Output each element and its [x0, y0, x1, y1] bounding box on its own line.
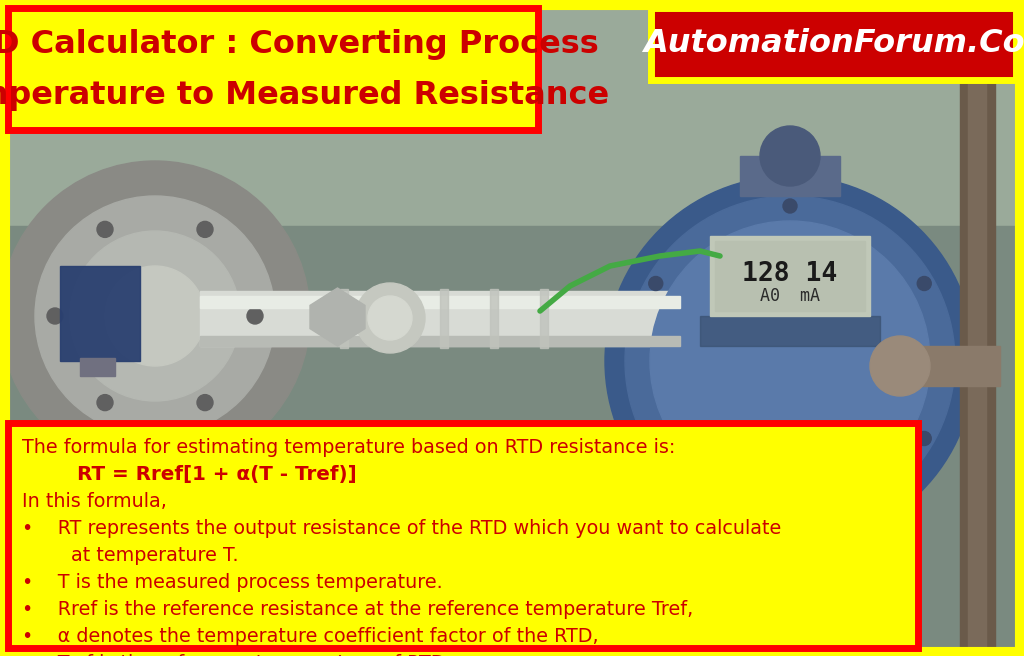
FancyBboxPatch shape: [651, 8, 1016, 80]
FancyBboxPatch shape: [8, 423, 918, 648]
Circle shape: [97, 221, 113, 237]
Text: at temperature T.: at temperature T.: [22, 546, 239, 565]
Bar: [700, 316, 880, 346]
Circle shape: [247, 308, 263, 324]
Bar: [0, 0, 1024, 366]
FancyBboxPatch shape: [8, 8, 538, 130]
Circle shape: [70, 231, 240, 401]
Bar: [390, 289, 398, 348]
Text: A0  mA: A0 mA: [760, 287, 820, 305]
Bar: [961, 0, 995, 656]
Circle shape: [870, 336, 930, 396]
Text: In this formula,: In this formula,: [22, 492, 167, 511]
Bar: [968, 0, 986, 656]
Bar: [200, 296, 680, 308]
Circle shape: [97, 395, 113, 411]
Circle shape: [368, 296, 412, 340]
Circle shape: [783, 509, 797, 523]
Text: RTD Calculator : Converting Process: RTD Calculator : Converting Process: [0, 29, 598, 60]
Circle shape: [105, 266, 205, 366]
Circle shape: [918, 276, 931, 291]
Text: •    Tref is the reference temperature of RTD: • Tref is the reference temperature of R…: [22, 654, 445, 656]
Text: 128 14: 128 14: [742, 261, 838, 287]
Text: •    α denotes the temperature coefficient factor of the RTD,: • α denotes the temperature coefficient …: [22, 627, 599, 646]
Bar: [715, 241, 865, 311]
Polygon shape: [310, 288, 365, 346]
Text: RT = Rref[1 + α(T - Tref)]: RT = Rref[1 + α(T - Tref)]: [22, 465, 356, 484]
Circle shape: [649, 432, 663, 445]
Bar: [490, 289, 498, 348]
Circle shape: [783, 199, 797, 213]
Circle shape: [0, 161, 310, 471]
Bar: [740, 156, 840, 196]
Circle shape: [605, 176, 975, 546]
Circle shape: [625, 196, 955, 526]
Circle shape: [197, 395, 213, 411]
Bar: [900, 346, 1000, 386]
Circle shape: [649, 276, 663, 291]
Bar: [540, 289, 548, 348]
Bar: [60, 266, 140, 361]
Circle shape: [760, 126, 820, 186]
Text: •    RT represents the output resistance of the RTD which you want to calculate: • RT represents the output resistance of…: [22, 519, 781, 538]
Circle shape: [918, 432, 931, 445]
Bar: [440, 289, 449, 348]
Text: •    T is the measured process temperature.: • T is the measured process temperature.: [22, 573, 442, 592]
Circle shape: [47, 308, 63, 324]
Circle shape: [197, 221, 213, 237]
Bar: [340, 289, 348, 348]
Bar: [200, 336, 680, 346]
Text: The formula for estimating temperature based on RTD resistance is:: The formula for estimating temperature b…: [22, 438, 676, 457]
Circle shape: [355, 283, 425, 353]
Text: •    Rref is the reference resistance at the reference temperature Tref,: • Rref is the reference resistance at th…: [22, 600, 693, 619]
Bar: [0, 226, 1024, 656]
Bar: [200, 291, 680, 346]
Bar: [80, 358, 115, 376]
Circle shape: [650, 221, 930, 501]
Bar: [710, 236, 870, 316]
Text: AutomationForum.Co: AutomationForum.Co: [643, 28, 1024, 60]
Circle shape: [35, 196, 275, 436]
Text: ATEX / IECEx: ATEX / IECEx: [759, 436, 821, 446]
Text: Temperature to Measured Resistance: Temperature to Measured Resistance: [0, 80, 609, 112]
